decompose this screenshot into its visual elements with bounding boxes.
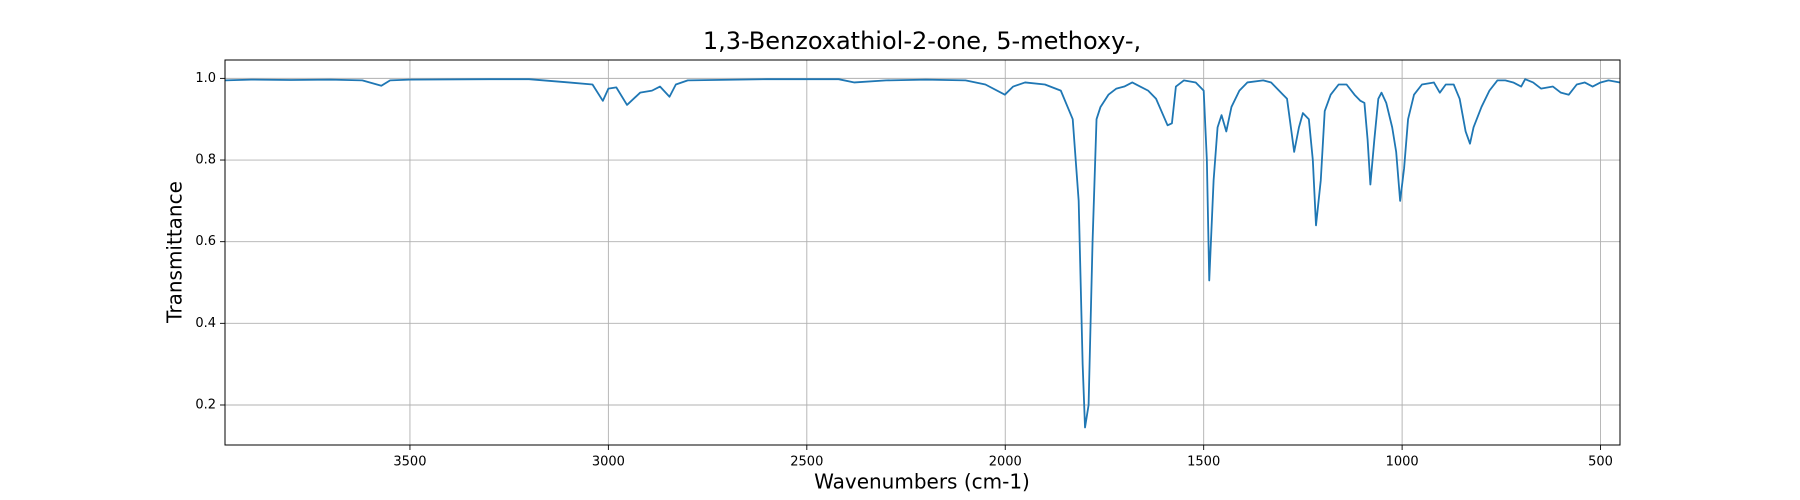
- y-tick-label: 0.4: [195, 316, 216, 331]
- plot-frame: [224, 59, 1621, 446]
- x-tick-label: 500: [1588, 455, 1613, 470]
- x-tick-label: 2500: [790, 455, 823, 470]
- x-tick-label: 1500: [1187, 455, 1220, 470]
- y-tick-label: 0.2: [195, 397, 216, 412]
- y-tick-label: 1.0: [195, 71, 216, 86]
- x-tick-label: 3500: [393, 455, 426, 470]
- spectrum-line: [224, 78, 1621, 429]
- x-tick-label: 3000: [592, 455, 625, 470]
- chart-title: 1,3-Benzoxathiol-2-one, 5-methoxy-,: [703, 27, 1141, 55]
- x-tick-label: 1000: [1386, 455, 1419, 470]
- y-tick-label: 0.8: [195, 153, 216, 168]
- y-axis-label: Transmittance: [163, 181, 187, 324]
- y-tick-label: 0.6: [195, 234, 216, 249]
- x-axis-label: Wavenumbers (cm-1): [814, 470, 1030, 494]
- x-tick-label: 2000: [989, 455, 1022, 470]
